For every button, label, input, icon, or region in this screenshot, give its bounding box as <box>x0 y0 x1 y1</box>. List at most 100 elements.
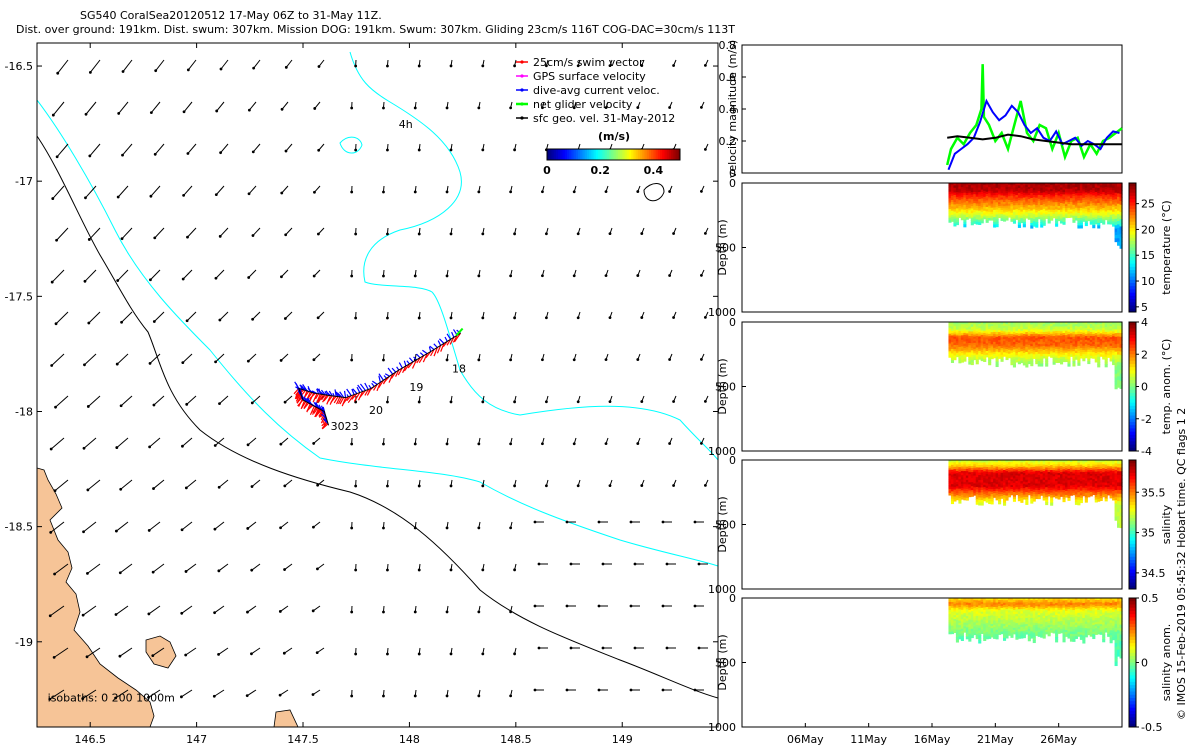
section-cell <box>1017 187 1021 191</box>
section-cell <box>1107 345 1111 349</box>
section-cell <box>993 486 997 490</box>
section-cell <box>1087 349 1091 353</box>
section-cell <box>1072 329 1076 333</box>
geo-arrow <box>55 311 69 325</box>
section-cell <box>983 462 987 466</box>
section-cell <box>1069 461 1074 465</box>
section-cell <box>958 360 962 364</box>
section-cell <box>973 332 977 336</box>
geo-arrow <box>284 395 293 403</box>
section-cell <box>948 615 952 619</box>
section-cell <box>1089 325 1093 329</box>
section-cell <box>1030 479 1034 483</box>
section-cell <box>1052 194 1056 198</box>
section-cell <box>1069 329 1074 333</box>
geo-arrow <box>152 563 165 573</box>
section-cell <box>975 359 979 363</box>
section-cell <box>1119 366 1123 371</box>
section-cell <box>1117 516 1121 521</box>
section-cell <box>1102 189 1106 193</box>
section-cell <box>1050 353 1054 356</box>
section-cell <box>950 333 955 337</box>
section-cell <box>960 201 964 204</box>
section-cell <box>988 462 992 466</box>
section-cell <box>993 217 997 221</box>
section-cell <box>1012 478 1017 482</box>
section-colorbar-cell <box>1129 412 1136 417</box>
section-cell <box>1025 206 1029 209</box>
section-cell <box>968 349 972 353</box>
geo-arrow-head <box>311 693 315 696</box>
section-cell <box>1109 485 1113 488</box>
section-cell <box>1010 486 1014 490</box>
section-cell <box>1117 186 1121 191</box>
section-cell <box>1030 205 1034 209</box>
section-cell <box>975 484 979 488</box>
section-cell <box>970 333 974 337</box>
section-cell <box>975 489 979 493</box>
section-colorbar-tick-label: 25 <box>1141 198 1155 211</box>
section-cell <box>1012 218 1017 222</box>
section-cell <box>1020 335 1024 339</box>
geo-arrow <box>51 353 65 366</box>
section-cell <box>960 203 964 206</box>
section-cell <box>1109 466 1113 470</box>
section-cell <box>1102 183 1106 186</box>
section-cell <box>953 487 957 491</box>
section-cell <box>1064 468 1069 471</box>
section-cell <box>958 488 962 492</box>
section-cell <box>990 322 994 325</box>
section-cell <box>1109 341 1113 345</box>
section-cell <box>1077 469 1081 474</box>
section-cell <box>983 326 987 330</box>
section-cell <box>955 346 959 350</box>
section-cell <box>1015 357 1019 361</box>
isobath-200-shelf <box>37 99 718 567</box>
section-cell <box>963 345 967 349</box>
section-cell <box>1040 475 1044 479</box>
section-cell <box>1027 195 1031 198</box>
section-colorbar-cell <box>1129 383 1136 387</box>
section-cell <box>953 330 957 334</box>
section-cell <box>1060 342 1064 346</box>
section-cell <box>1079 351 1083 355</box>
geo-arrow-head <box>382 358 385 362</box>
chart-title-line-2: Dist. over ground: 191km. Dist. swum: 30… <box>16 23 735 36</box>
section-cell <box>968 200 972 204</box>
section-cell <box>953 473 957 477</box>
section-cell <box>1089 355 1093 359</box>
section-cell <box>1114 222 1118 226</box>
swim-vector <box>440 343 445 352</box>
geo-arrow-head <box>477 610 481 614</box>
section-cell <box>950 183 955 186</box>
section-cell <box>963 322 967 325</box>
section-cell <box>948 621 952 625</box>
section-cell <box>958 495 962 499</box>
section-cell <box>1109 324 1113 327</box>
section-cell <box>1022 492 1026 496</box>
legend-marker <box>520 74 524 78</box>
map-y-tick-label: -19 <box>15 636 33 649</box>
section-cell <box>1040 487 1044 490</box>
section-cell <box>1104 469 1108 472</box>
section-cell <box>1107 483 1111 486</box>
section-cell <box>1037 196 1041 200</box>
section-cell <box>1012 359 1017 363</box>
colorbar-cell <box>591 149 595 160</box>
section-cell <box>1037 208 1041 212</box>
section-cell <box>1010 492 1014 496</box>
section-cell <box>1067 326 1071 330</box>
geo-arrow <box>54 563 69 575</box>
section-cell <box>1099 196 1103 199</box>
section-cell <box>993 341 997 345</box>
section-cell <box>1042 206 1046 210</box>
section-cell <box>1097 202 1101 207</box>
section-cell <box>975 501 979 505</box>
section-cell <box>968 328 972 332</box>
section-cell <box>988 336 992 340</box>
section-cell <box>1050 213 1054 217</box>
geo-arrow-head <box>668 274 672 277</box>
dac-vector <box>334 389 337 397</box>
section-cell <box>950 204 955 207</box>
section-cell <box>973 355 977 359</box>
